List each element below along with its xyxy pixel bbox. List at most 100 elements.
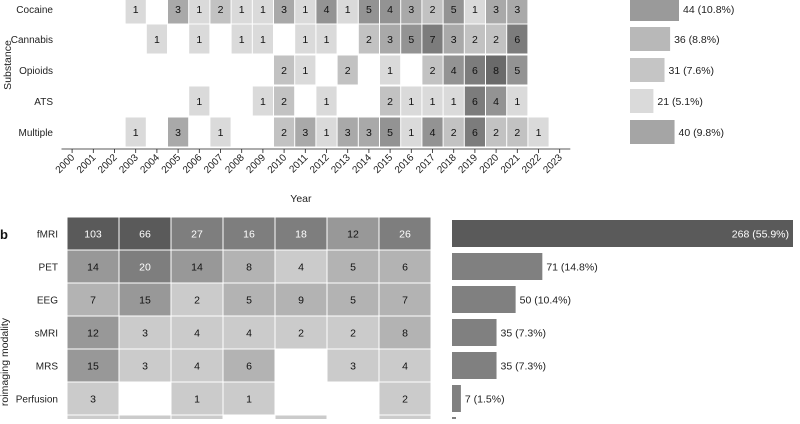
- heatmap-cell: [171, 250, 223, 283]
- heatmap-cell: [379, 250, 431, 283]
- x-tick-label: 2004: [139, 152, 163, 176]
- x-tick-label: 2000: [54, 152, 78, 176]
- cell-value: 4: [387, 4, 393, 16]
- row-label: PET: [39, 263, 58, 274]
- heatmap-cell: [223, 316, 275, 349]
- cell-value: 2: [218, 4, 224, 16]
- heatmap-cell: [67, 217, 119, 250]
- cell-value: 20: [139, 262, 151, 274]
- heatmap-cell: [189, 0, 210, 24]
- x-axis-title: Year: [290, 193, 312, 205]
- total-bar: [452, 220, 793, 247]
- heatmap-cell: [168, 0, 189, 24]
- cell-value: 4: [493, 96, 499, 108]
- cell-value: 4: [194, 361, 200, 373]
- cell-value: 4: [430, 127, 436, 139]
- cell-value: 3: [175, 127, 181, 139]
- cell-value: 5: [408, 34, 414, 46]
- cell-value: 7: [430, 34, 436, 46]
- row-label: sMRI: [35, 329, 58, 340]
- cell-value: 1: [451, 96, 457, 108]
- x-tick-label: 2015: [372, 152, 396, 176]
- heatmap-cell: [274, 86, 295, 116]
- x-tick-label: 2013: [329, 152, 353, 176]
- heatmap-cell: [380, 117, 401, 147]
- cell-value: 4: [402, 361, 408, 373]
- heatmap-cell: [223, 349, 275, 382]
- heatmap-cell: [422, 55, 443, 85]
- heatmap-cell: [380, 24, 401, 54]
- cell-value: 2: [281, 65, 287, 77]
- total-label: 71 (14.8%): [546, 262, 597, 274]
- cell-value: 1: [196, 4, 202, 16]
- heatmap-cell: [171, 217, 223, 250]
- cell-value: 1: [345, 4, 351, 16]
- cell-value: 14: [191, 262, 203, 274]
- cell-value: 16: [243, 229, 255, 241]
- cell-value: 7: [90, 295, 96, 307]
- cell-value: 1: [196, 34, 202, 46]
- x-tick-label: 2012: [308, 152, 332, 176]
- heatmap-cell: [337, 55, 358, 85]
- total-label: 35 (7.3%): [501, 361, 547, 373]
- cell-value: 2: [350, 328, 356, 340]
- heatmap-cell: [401, 24, 422, 54]
- x-tick-label: 2006: [181, 152, 205, 176]
- cell-value: 1: [260, 4, 266, 16]
- heatmap-cell: [119, 316, 171, 349]
- heatmap-cell: [231, 0, 252, 24]
- x-tick-label: 2010: [266, 152, 290, 176]
- cell-value: 14: [87, 262, 99, 274]
- heatmap-cell: [327, 217, 379, 250]
- heatmap-cell: [337, 0, 358, 24]
- heatmap-cell: [486, 86, 507, 116]
- total-bar: [452, 319, 497, 346]
- total-bar: [630, 58, 665, 82]
- cell-value: 1: [430, 96, 436, 108]
- row-label: fMRI: [37, 230, 58, 241]
- cell-value: 4: [451, 65, 457, 77]
- cell-value: 3: [90, 394, 96, 406]
- cell-value: 5: [246, 295, 252, 307]
- row-label: ATS: [34, 97, 53, 108]
- y-axis-title: Substance: [2, 40, 14, 90]
- heatmap-cell: [231, 24, 252, 54]
- x-tick-label: 2017: [414, 152, 438, 176]
- heatmap-cell: [252, 86, 273, 116]
- total-bar: [630, 27, 671, 51]
- x-tick-label: 2021: [499, 152, 523, 176]
- heatmap-cell: [316, 117, 337, 147]
- total-label: 31 (7.6%): [669, 65, 715, 77]
- heatmap-cell: [146, 24, 167, 54]
- heatmap-cell: [358, 24, 379, 54]
- cell-value: 5: [366, 4, 372, 16]
- cell-value: 8: [246, 262, 252, 274]
- heatmap-cell: [67, 250, 119, 283]
- cell-value: 26: [399, 229, 411, 241]
- cell-value: 1: [239, 34, 245, 46]
- cell-value: 3: [366, 127, 372, 139]
- row-label: EEG: [37, 296, 58, 307]
- cell-value: 3: [345, 127, 351, 139]
- heatmap-cell-partial: [275, 415, 327, 424]
- cell-value: 1: [260, 96, 266, 108]
- cell-value: 103: [84, 229, 102, 241]
- heatmap-cell: [358, 0, 379, 24]
- x-tick-label: 2020: [478, 152, 502, 176]
- heatmap-cell: [275, 217, 327, 250]
- heatmap-cell: [422, 117, 443, 147]
- x-tick-label: 2019: [457, 152, 481, 176]
- cell-value: 1: [218, 127, 224, 139]
- cell-value: 2: [345, 65, 351, 77]
- cell-value: 5: [387, 127, 393, 139]
- cell-value: 1: [302, 34, 308, 46]
- heatmap-cell: [464, 24, 485, 54]
- cell-value: 2: [430, 65, 436, 77]
- total-label: 50 (10.4%): [520, 295, 571, 307]
- cell-value: 2: [281, 127, 287, 139]
- heatmap-cell: [171, 349, 223, 382]
- heatmap-cell: [379, 283, 431, 316]
- cell-value: 3: [387, 34, 393, 46]
- heatmap-cell: [223, 250, 275, 283]
